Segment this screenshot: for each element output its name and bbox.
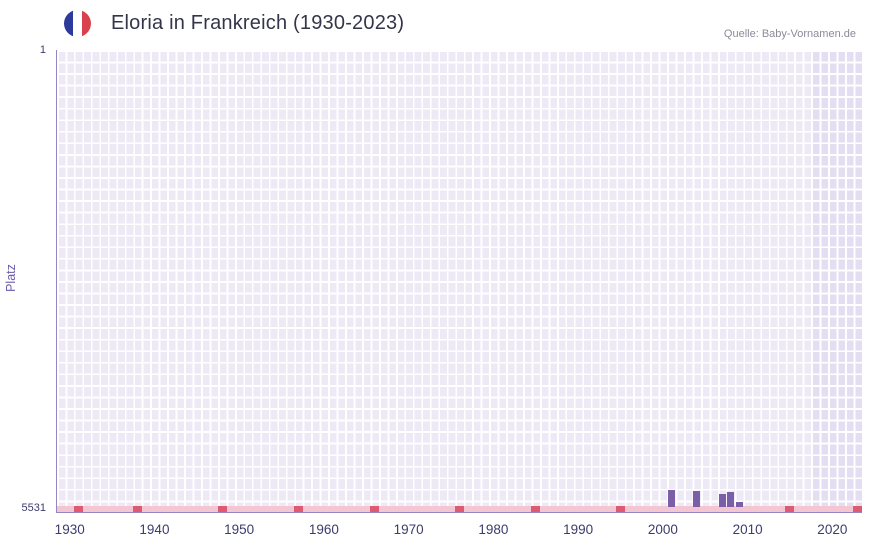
baseline-marker <box>294 506 303 512</box>
grid-lines <box>57 50 862 512</box>
rank-bar-2008 <box>727 492 735 507</box>
baseline-marker <box>785 506 795 512</box>
rank-bar-2009 <box>735 502 743 507</box>
x-tick-label: 1990 <box>563 522 594 537</box>
plot-area <box>57 50 863 512</box>
source-credit[interactable]: Quelle: Baby-Vornamen.de <box>723 28 856 40</box>
x-tick-label: 1950 <box>224 522 255 537</box>
rank-bar-2007 <box>718 494 726 507</box>
y-axis-line <box>56 50 57 513</box>
y-axis-max-label: 1 <box>39 44 46 56</box>
baseline-marker <box>616 506 625 512</box>
baseline-marker <box>455 506 464 512</box>
france-flag-icon <box>64 9 91 37</box>
x-axis: 1930 1940 1950 1960 1970 1980 1990 2000 2010 2020 <box>54 522 862 542</box>
x-tick-label: 1970 <box>393 522 424 537</box>
x-tick-label: 1980 <box>478 522 509 537</box>
baseline-marker <box>370 506 380 512</box>
x-tick-label: 1930 <box>54 522 85 537</box>
rank-bar-2001 <box>667 490 675 507</box>
baseline-marker <box>531 506 541 512</box>
x-tick-label: 2000 <box>647 522 678 537</box>
chart-header: Eloria in Frankreich (1930-2023) <box>64 8 404 38</box>
y-axis-min-label: 5531 <box>21 502 46 514</box>
rank-bar-2004 <box>693 490 701 507</box>
baseline-marker <box>133 506 142 512</box>
recent-years-band <box>811 50 862 512</box>
baseline-marker <box>853 506 863 512</box>
x-tick-label: 1940 <box>139 522 170 537</box>
y-axis-title: Platz <box>4 264 18 292</box>
x-tick-label: 1960 <box>308 522 339 537</box>
x-tick-label: 2010 <box>732 522 763 537</box>
page-title: Eloria in Frankreich (1930-2023) <box>111 11 405 34</box>
x-tick-label: 2020 <box>817 522 848 537</box>
baseline-marker <box>217 506 227 512</box>
x-axis-line <box>57 512 862 513</box>
baseline-marker <box>73 506 83 512</box>
